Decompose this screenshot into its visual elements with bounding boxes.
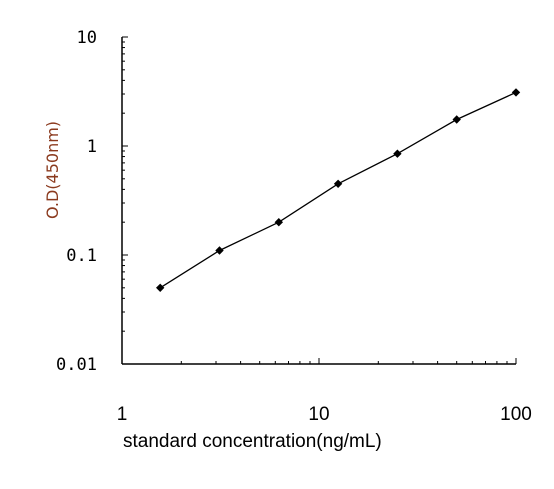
axes [121,37,516,365]
x-tick-label: 10 [308,404,329,425]
data-point [511,88,521,97]
data-point [393,149,402,158]
data-point [156,283,165,292]
data-point [274,218,283,227]
y-tick-label: 0.01 [56,355,97,375]
y-tick-label: 0.1 [66,246,97,266]
ticks [121,36,517,365]
x-tick-label: 1 [117,404,128,425]
data-point [452,115,461,124]
series-line [159,91,517,289]
y-axis-title: O.D(450nm) [43,121,62,219]
y-tick-label: 1 [87,137,97,157]
x-tick-label: 100 [500,404,532,425]
data-point [333,179,343,188]
data-point [215,246,224,255]
series-layer [156,88,521,292]
x-axis-title: standard concentration(ng/mL) [123,431,382,452]
y-tick-label: 10 [77,28,97,48]
tick-labels: 10 1 0.1 0.01 1 10 100 [56,28,532,425]
